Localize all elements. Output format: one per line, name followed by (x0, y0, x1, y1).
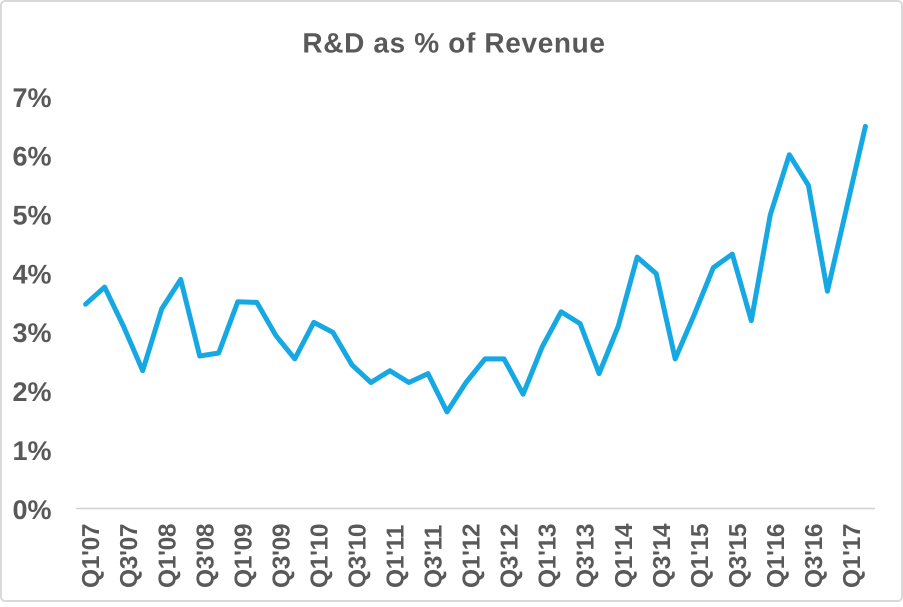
svg-text:Q1'13: Q1'13 (535, 524, 562, 588)
svg-text:Q1'10: Q1'10 (306, 524, 333, 588)
svg-text:Q1'08: Q1'08 (154, 524, 181, 588)
svg-text:Q1'16: Q1'16 (763, 524, 790, 588)
svg-text:Q1'11: Q1'11 (383, 525, 410, 588)
svg-text:6%: 6% (12, 142, 51, 172)
svg-text:7%: 7% (12, 83, 51, 113)
svg-text:Q3'09: Q3'09 (268, 524, 295, 588)
svg-text:Q1'17: Q1'17 (839, 524, 866, 588)
svg-text:4%: 4% (12, 259, 51, 289)
svg-text:Q1'15: Q1'15 (687, 524, 714, 588)
svg-text:Q3'14: Q3'14 (649, 523, 676, 588)
svg-text:Q3'11: Q3'11 (421, 525, 448, 588)
svg-text:Q3'10: Q3'10 (345, 524, 372, 588)
svg-text:Q3'13: Q3'13 (573, 524, 600, 588)
svg-text:Q3'16: Q3'16 (801, 524, 828, 588)
svg-text:0%: 0% (12, 495, 51, 525)
svg-text:Q1'07: Q1'07 (78, 524, 105, 588)
svg-text:Q3'12: Q3'12 (497, 524, 524, 588)
svg-text:Q3'08: Q3'08 (192, 524, 219, 588)
svg-text:1%: 1% (12, 436, 51, 466)
svg-text:Q3'07: Q3'07 (116, 524, 143, 588)
svg-text:Q1'09: Q1'09 (230, 524, 257, 588)
svg-text:R&D as % of Revenue: R&D as % of Revenue (302, 28, 605, 59)
svg-text:2%: 2% (12, 377, 51, 407)
svg-text:Q1'14: Q1'14 (611, 523, 638, 588)
svg-text:Q1'12: Q1'12 (459, 524, 486, 588)
svg-text:Q3'15: Q3'15 (725, 524, 752, 588)
svg-text:5%: 5% (12, 201, 51, 231)
svg-text:3%: 3% (12, 318, 51, 348)
